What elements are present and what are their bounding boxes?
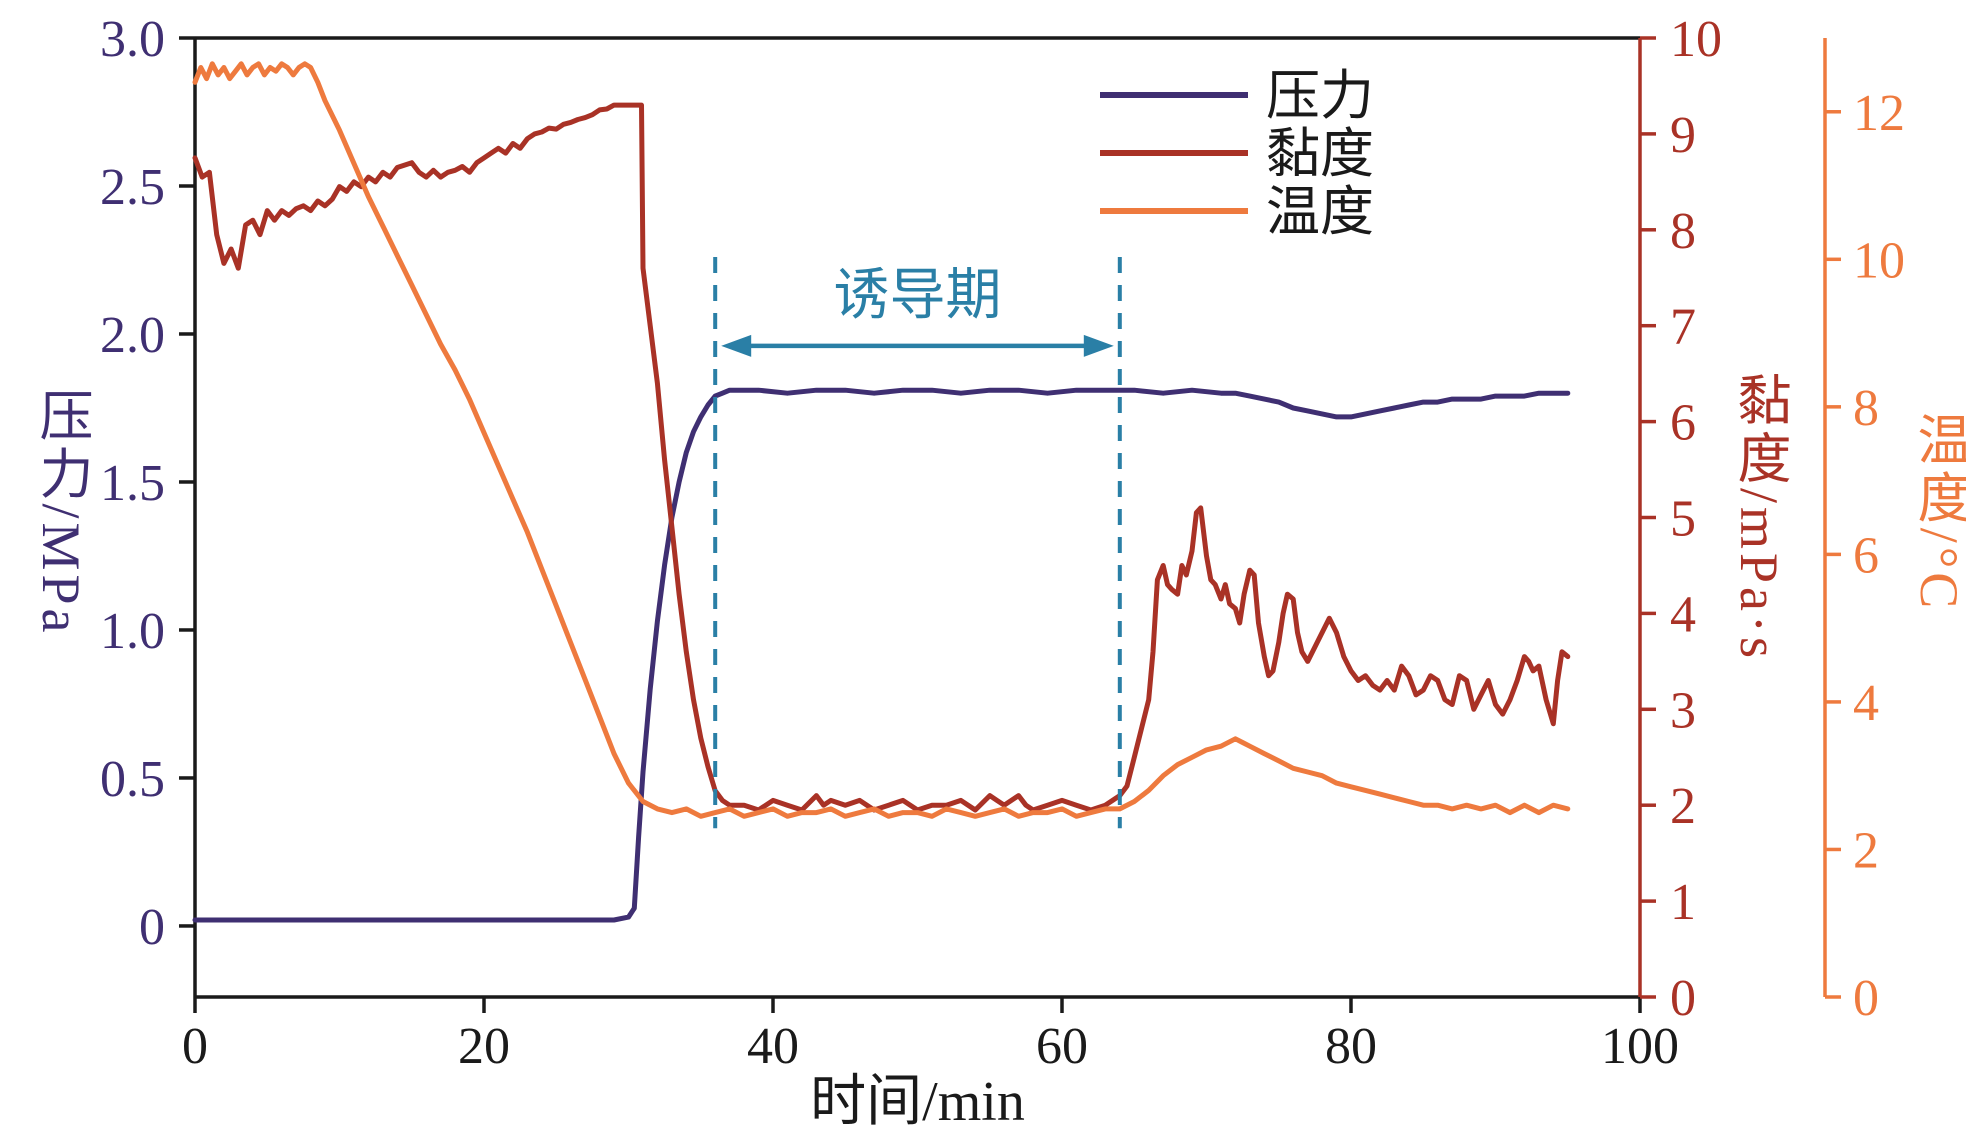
temperature-tick-label: 2 [1853,822,1879,879]
pressure-tick-label: 2.5 [100,159,165,216]
viscosity-tick-label: 9 [1670,107,1696,164]
viscosity-tick-label: 5 [1670,491,1696,548]
x-tick-label: 100 [1601,1018,1679,1075]
temperature-tick-label: 0 [1853,970,1879,1027]
induction-period-label: 诱导期 [834,265,1002,327]
temperature-tick-label: 4 [1853,675,1879,732]
pressure-tick-label: 1.0 [100,603,165,660]
viscosity-axis-title: 黏度/mPa·s [1729,371,1789,663]
pressure-axis-title: 压力/MPa [31,387,91,637]
viscosity-tick-label: 10 [1670,11,1722,68]
x-tick-label: 60 [1036,1018,1088,1075]
viscosity-tick-label: 1 [1670,874,1696,931]
pressure-tick-label: 0.5 [100,751,165,808]
viscosity-tick-label: 7 [1670,299,1696,356]
viscosity-tick-label: 8 [1670,203,1696,260]
x-axis-title: 时间/min [810,1071,1025,1133]
pressure-tick-label: 1.5 [100,455,165,512]
temperature-tick-label: 8 [1853,380,1879,437]
temperature-tick-label: 10 [1853,232,1905,289]
legend-label-viscosity-line: 黏度 [1266,124,1374,184]
induction-arrow-left-head [721,334,752,357]
legend-label-pressure-line: 压力 [1266,66,1374,126]
viscosity-tick-label: 0 [1670,970,1696,1027]
pressure-line [192,387,1571,923]
viscosity-tick-label: 6 [1670,395,1696,452]
viscosity-line [192,102,1571,813]
temperature-tick-label: 6 [1853,527,1879,584]
pressure-tick-label: 0 [139,899,165,956]
x-tick-label: 20 [458,1018,510,1075]
pressure-tick-label: 2.0 [100,307,165,364]
viscosity-tick-label: 4 [1670,586,1696,643]
temperature-axis-title: 温度/°C [1909,411,1966,613]
induction-arrow-right-head [1083,334,1114,357]
temperature-line [192,61,1571,819]
viscosity-tick-label: 2 [1670,778,1696,835]
temperature-tick-label: 12 [1853,85,1905,142]
x-tick-label: 80 [1325,1018,1377,1075]
x-tick-label: 0 [182,1018,208,1075]
legend-label-temperature-line: 温度 [1266,182,1374,242]
x-tick-label: 40 [747,1018,799,1075]
viscosity-tick-label: 3 [1670,682,1696,739]
pressure-tick-label: 3.0 [100,11,165,68]
